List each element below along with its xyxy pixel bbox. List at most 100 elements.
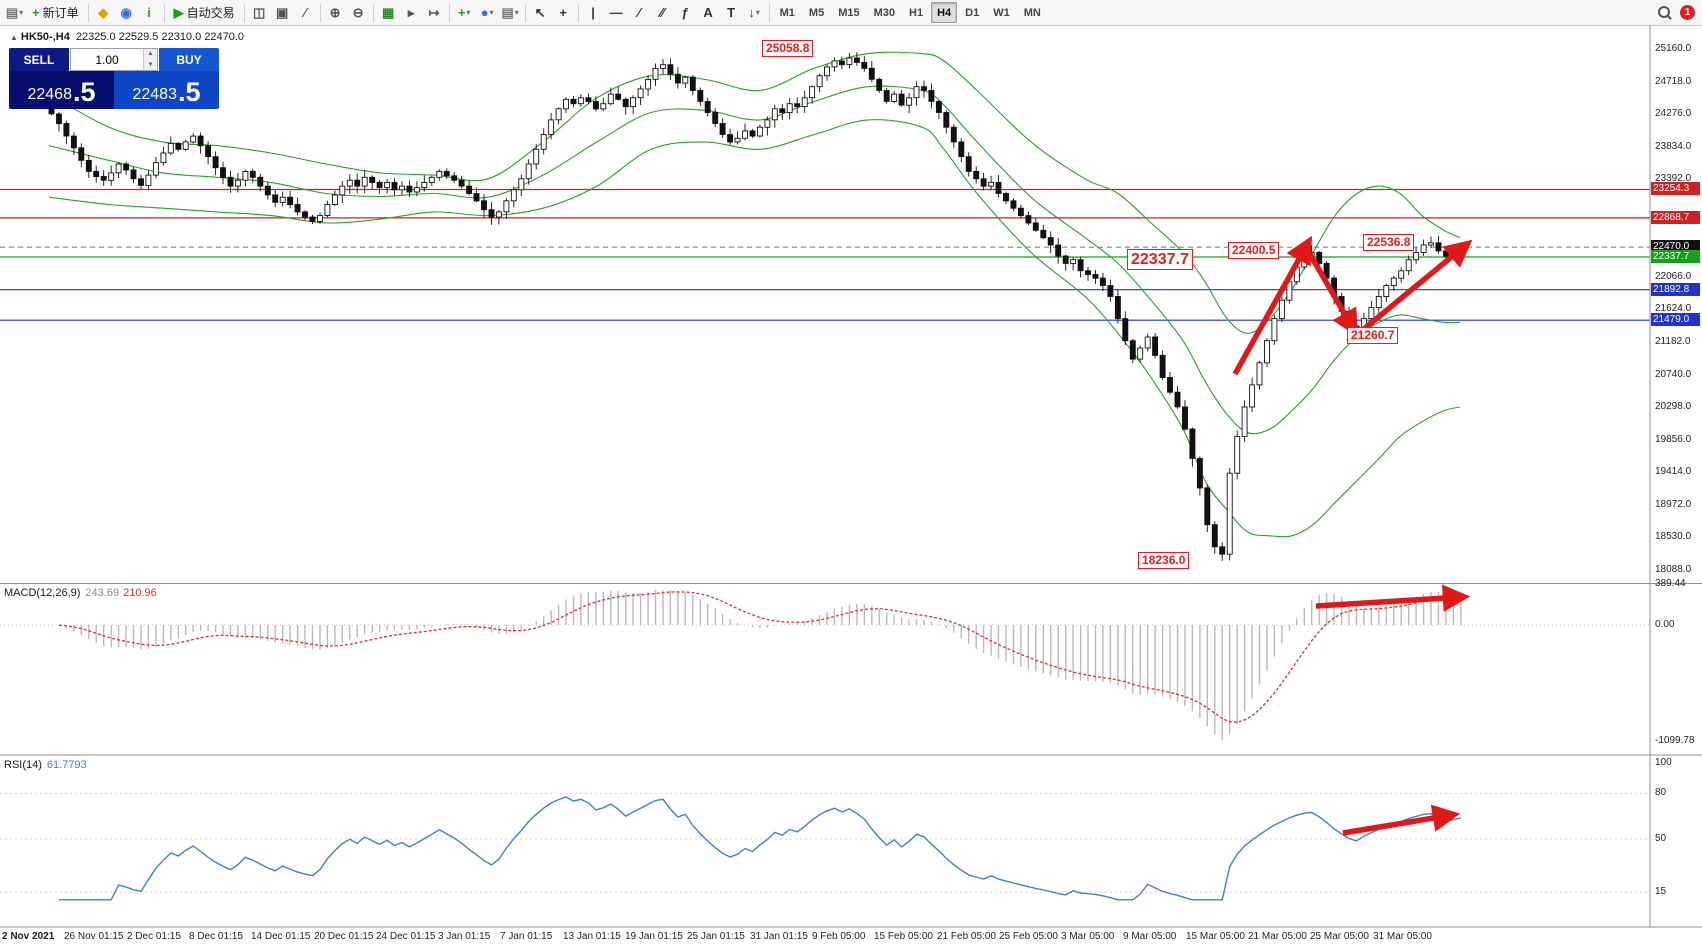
zoom-out-icon[interactable]: ⊖ [347,2,370,23]
price-annotation[interactable]: 22400.5 [1228,242,1280,259]
line-chart-icon: ∕ [304,5,307,20]
volume-stepper[interactable]: ▲▼ [70,48,158,71]
cursor-icon[interactable]: ↖ [529,2,552,23]
timeframe-m15[interactable]: M15 [832,2,865,23]
zoom-out-icon: ⊖ [352,5,364,20]
chart-symbol-period: HK50-,H4 [20,31,70,43]
tile-windows-icon: ▦ [381,5,395,20]
panel-separators [0,26,1702,928]
volume-spinner[interactable]: ▲ ▼ [143,49,157,70]
price-annotation[interactable]: 22536.8 [1363,234,1415,251]
rsi-value: 61.7793 [46,759,87,771]
alerts-icon: ◆ [98,5,109,20]
timeframe-d1[interactable]: D1 [959,2,985,23]
new-chart-icon[interactable]: ▤ ▾ [3,2,26,23]
templates-icon[interactable]: ▤ ▾ [499,2,522,23]
macd-signal-line[interactable] [58,591,1461,723]
volume-input[interactable] [71,49,143,70]
candlestick-chart-icon: ▣ [275,5,289,20]
toolbar-separator [768,3,770,22]
timeframe-w1[interactable]: W1 [987,2,1016,23]
label-icon[interactable]: T [720,2,743,23]
symbol-marker-icon: ▲ [10,33,18,42]
indicators-icon: + [457,5,466,20]
bar-chart-icon[interactable]: ◫ [248,2,271,23]
rsi-header: RSI(14) 61.7793 [4,759,87,771]
macd-header: MACD(12,26,9) 243.69 210.96 [4,587,157,599]
periods-icon: ● [480,5,489,20]
channel-icon[interactable]: ∕∕ [651,2,674,23]
macd-value: 243.69 [85,587,120,599]
candlestick-series[interactable] [48,52,1464,561]
fibonacci-icon[interactable]: ƒ [674,2,697,23]
crosshair-icon[interactable]: + [552,2,575,23]
chart-shift-icon[interactable]: ↦ [423,2,446,23]
auto-scroll-icon: ▸ [407,5,415,20]
macd-signal-value: 210.96 [123,587,157,599]
rsi-line[interactable] [59,796,1462,901]
price-annotation[interactable]: 18236.0 [1138,552,1190,569]
channel-icon: ∕∕ [659,5,665,20]
toolbar-separator [372,3,374,22]
new-order-button[interactable]: + 新订单 [26,2,85,23]
volume-down-icon[interactable]: ▼ [144,59,157,70]
search-icon[interactable] [1653,2,1676,23]
vertical-line-icon[interactable]: | [582,2,605,23]
trend-arrows[interactable] [1232,235,1473,836]
price-annotation[interactable]: 21260.7 [1347,327,1399,344]
new-order-button: + [32,5,40,20]
bollinger-middle-band [48,85,1461,435]
text-icon: A [703,5,713,20]
sell-price[interactable]: 22468.5 [9,71,114,109]
indicators-icon[interactable]: + ▾ [453,2,476,23]
text-icon[interactable]: A [697,2,720,23]
fibonacci-icon: ƒ [681,5,689,20]
toolbar-separator [577,3,579,22]
sell-button[interactable]: SELL [9,48,69,71]
toolbar-separator [87,3,89,22]
timeframe-m1[interactable]: M1 [774,2,801,23]
notification-badge[interactable]: 1 [1680,5,1695,20]
trendline-icon: ∕ [638,5,641,20]
new-chart-icon: ▤ [5,5,19,20]
candlestick-chart-icon[interactable]: ▣ [271,2,294,23]
trendline-icon[interactable]: ∕ [628,2,651,23]
bar-chart-icon: ◫ [252,5,266,20]
vertical-line-icon: | [591,5,595,20]
autotrading-button: ▶ [173,5,184,20]
periods-icon[interactable]: ● ▾ [476,2,499,23]
horizontal-line-icon: — [609,5,623,20]
toolbar-separator [448,3,450,22]
bollinger-lower-band [48,119,1461,538]
bollinger-bands[interactable] [48,51,1461,538]
timeframe-mn[interactable]: MN [1018,2,1047,23]
horizontal-line-icon[interactable]: — [605,2,628,23]
auto-scroll-icon[interactable]: ▸ [400,2,423,23]
price-annotation: 22337.7 [1127,249,1193,270]
market-depth-icon[interactable]: ◉ [115,2,138,23]
timeframe-h1[interactable]: H1 [903,2,929,23]
tile-windows-icon[interactable]: ▦ [377,2,400,23]
timeframe-m5[interactable]: M5 [803,2,830,23]
info-icon[interactable]: i [138,2,161,23]
chart-header: ▲ HK50-,H4 22325.0 22529.5 22310.0 22470.0 [10,31,244,43]
bollinger-upper-band [48,51,1461,334]
volume-up-icon[interactable]: ▲ [144,49,157,60]
buy-button[interactable]: BUY [159,48,219,71]
buy-price[interactable]: 22483.5 [114,71,219,109]
autotrading-button[interactable]: ▶ 自动交易 [168,2,241,23]
alerts-icon[interactable]: ◆ [92,2,115,23]
macd-histogram[interactable] [58,590,1462,741]
info-icon: i [147,5,151,20]
arrows-tool-icon[interactable]: ↓ ▾ [743,2,766,23]
timeframe-h4[interactable]: H4 [931,2,958,23]
macd-label: MACD(12,26,9) [4,587,81,599]
zoom-in-icon[interactable]: ⊕ [324,2,347,23]
line-chart-icon[interactable]: ∕ [294,2,317,23]
label-icon: T [727,5,736,20]
price-annotation[interactable]: 25058.8 [762,40,814,57]
timeframe-m30[interactable]: M30 [868,2,901,23]
one-click-trading-panel: SELL ▲▼ BUY 22468.5 22483.5 [9,48,219,109]
